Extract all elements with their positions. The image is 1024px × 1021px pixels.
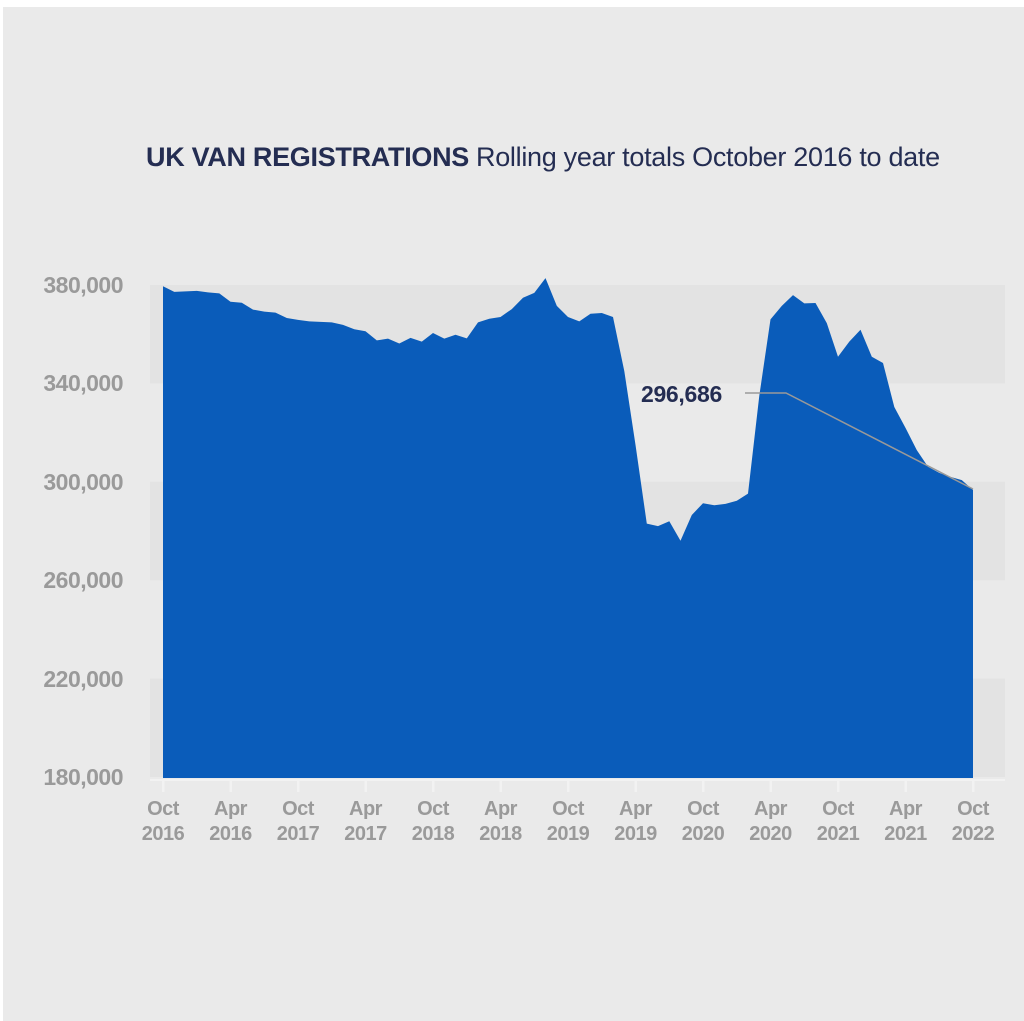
latest-value-annotation: 296,686 xyxy=(640,381,722,407)
x-tick-year: 2018 xyxy=(479,823,522,845)
x-axis-tick-mark xyxy=(634,779,637,792)
x-axis-tick-mark xyxy=(364,779,367,792)
x-tick-label: Oct 2020 xyxy=(657,797,749,847)
x-axis-tick-mark xyxy=(904,779,907,792)
x-tick-month: Apr xyxy=(889,798,922,820)
x-axis-tick-mark xyxy=(837,779,840,792)
x-tick-month: Oct xyxy=(282,798,314,820)
x-tick-year: 2021 xyxy=(884,823,927,845)
x-axis-baseline xyxy=(150,779,1005,781)
x-axis-tick-mark xyxy=(972,779,975,792)
x-tick-label: Oct 2019 xyxy=(522,797,614,847)
x-axis-tick-mark xyxy=(702,779,705,792)
y-tick-label: 340,000 xyxy=(43,370,123,397)
y-tick-label: 380,000 xyxy=(43,272,123,298)
x-tick-year: 2020 xyxy=(749,823,792,845)
x-tick-year: 2018 xyxy=(411,823,455,845)
x-tick-year: 2016 xyxy=(209,823,252,845)
registrations-area-series xyxy=(163,278,973,778)
chart-title: UK VAN REGISTRATIONS Rolling year totals … xyxy=(146,141,940,173)
chart-title-subtitle: Rolling year totals October 2016 to date xyxy=(476,142,940,172)
x-tick-year: 2020 xyxy=(681,823,725,845)
x-axis-tick-mark xyxy=(499,779,502,792)
x-axis-tick-mark xyxy=(769,779,772,792)
x-tick-label: Apr 2017 xyxy=(320,797,412,847)
chart-title-main: UK VAN REGISTRATIONS xyxy=(146,142,470,172)
x-tick-month: Apr xyxy=(484,798,517,820)
x-axis-tick-mark xyxy=(162,779,165,792)
y-tick-label: 300,000 xyxy=(43,468,123,495)
x-tick-label: Oct 2017 xyxy=(252,797,344,847)
x-tick-label: Oct 2016 xyxy=(117,797,209,847)
x-tick-month: Oct xyxy=(957,798,989,820)
x-tick-month: Apr xyxy=(214,798,247,820)
x-tick-year: 2017 xyxy=(344,823,387,845)
x-tick-label: Apr 2019 xyxy=(590,797,682,847)
x-tick-year: 2016 xyxy=(141,823,185,845)
x-tick-month: Oct xyxy=(552,798,584,820)
x-tick-month: Apr xyxy=(619,798,652,820)
x-tick-label: Apr 2021 xyxy=(860,797,952,847)
x-tick-month: Oct xyxy=(147,798,179,820)
x-tick-year: 2019 xyxy=(614,823,657,845)
y-tick-label: 220,000 xyxy=(43,665,123,692)
x-tick-month: Oct xyxy=(822,798,854,820)
x-tick-month: Oct xyxy=(687,798,719,820)
x-tick-year: 2019 xyxy=(546,823,590,845)
x-tick-month: Apr xyxy=(349,798,382,820)
x-tick-label: Oct 2021 xyxy=(792,797,884,847)
x-tick-year: 2017 xyxy=(276,823,320,845)
y-tick-label: 180,000 xyxy=(43,764,123,790)
x-axis-tick-mark xyxy=(432,779,435,792)
x-axis-tick-mark xyxy=(297,779,300,792)
x-axis-tick-mark xyxy=(229,779,232,792)
x-tick-month: Oct xyxy=(417,798,449,820)
x-axis-tick-mark xyxy=(567,779,570,792)
annotation-leader-line xyxy=(745,392,974,490)
x-tick-label: Apr 2020 xyxy=(725,797,817,847)
x-tick-year: 2022 xyxy=(951,823,995,845)
x-tick-label: Apr 2016 xyxy=(185,797,277,847)
x-tick-label: Oct 2022 xyxy=(927,797,1019,847)
x-tick-label: Oct 2018 xyxy=(387,797,479,847)
x-tick-year: 2021 xyxy=(816,823,860,845)
y-tick-label: 260,000 xyxy=(43,567,123,594)
x-tick-label: Apr 2018 xyxy=(455,797,547,847)
x-tick-month: Apr xyxy=(754,798,787,820)
